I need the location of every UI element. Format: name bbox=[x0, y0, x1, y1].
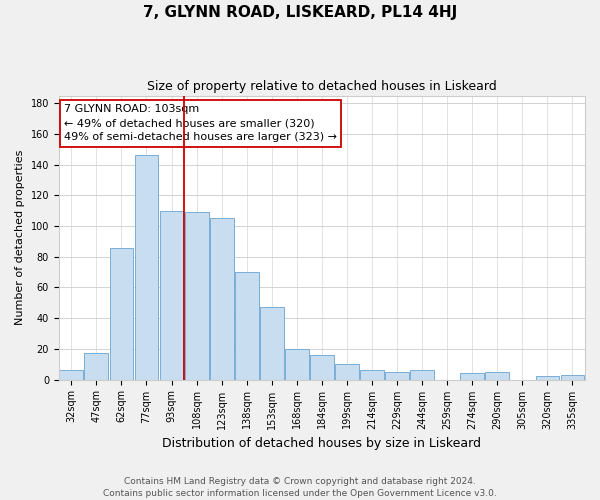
Bar bbox=[285, 349, 309, 380]
Text: 7, GLYNN ROAD, LISKEARD, PL14 4HJ: 7, GLYNN ROAD, LISKEARD, PL14 4HJ bbox=[143, 5, 457, 20]
Title: Size of property relative to detached houses in Liskeard: Size of property relative to detached ho… bbox=[147, 80, 497, 93]
Text: 7 GLYNN ROAD: 103sqm
← 49% of detached houses are smaller (320)
49% of semi-deta: 7 GLYNN ROAD: 103sqm ← 49% of detached h… bbox=[64, 104, 337, 142]
Bar bbox=[410, 370, 434, 380]
Bar bbox=[185, 212, 209, 380]
Bar bbox=[235, 272, 259, 380]
Bar bbox=[560, 375, 584, 380]
Text: Contains HM Land Registry data © Crown copyright and database right 2024.
Contai: Contains HM Land Registry data © Crown c… bbox=[103, 476, 497, 498]
Bar bbox=[310, 355, 334, 380]
Bar bbox=[536, 376, 559, 380]
Bar bbox=[134, 156, 158, 380]
Y-axis label: Number of detached properties: Number of detached properties bbox=[15, 150, 25, 325]
X-axis label: Distribution of detached houses by size in Liskeard: Distribution of detached houses by size … bbox=[163, 437, 481, 450]
Bar bbox=[110, 248, 133, 380]
Bar bbox=[360, 370, 384, 380]
Bar bbox=[85, 354, 108, 380]
Bar bbox=[485, 372, 509, 380]
Bar bbox=[460, 374, 484, 380]
Bar bbox=[160, 210, 184, 380]
Bar bbox=[210, 218, 233, 380]
Bar bbox=[59, 370, 83, 380]
Bar bbox=[335, 364, 359, 380]
Bar bbox=[260, 308, 284, 380]
Bar bbox=[385, 372, 409, 380]
